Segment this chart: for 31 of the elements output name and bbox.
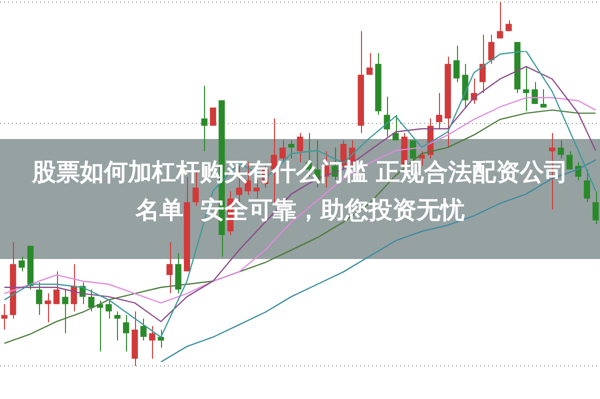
candlestick (592, 190, 599, 225)
candlestick (288, 140, 294, 160)
candlestick (496, 2, 504, 39)
candlestick (53, 270, 60, 305)
candlestick (122, 314, 130, 352)
candlestick (140, 318, 147, 342)
candlestick (366, 52, 373, 76)
candlestick (522, 67, 530, 112)
candlestick (532, 82, 538, 104)
candlestick (436, 92, 442, 130)
candlestick (149, 325, 156, 360)
candlestick (158, 329, 164, 348)
candlestick (558, 140, 564, 160)
candlestick (62, 289, 68, 334)
candlestick (488, 34, 494, 64)
candlestick (96, 300, 104, 352)
candlestick (201, 85, 208, 152)
candlestick (453, 45, 460, 83)
candlestick (36, 282, 42, 316)
candlestick (566, 150, 573, 170)
candlestick (18, 256, 25, 272)
candlestick (1, 304, 8, 330)
candlestick (88, 289, 94, 312)
candlestick (44, 292, 51, 323)
candlestick (114, 310, 120, 342)
candlestick (210, 107, 216, 126)
candlestick (392, 114, 399, 141)
candlestick (584, 168, 590, 203)
candlestick (106, 300, 112, 320)
candlestick (166, 242, 173, 294)
candlestick (540, 88, 547, 108)
